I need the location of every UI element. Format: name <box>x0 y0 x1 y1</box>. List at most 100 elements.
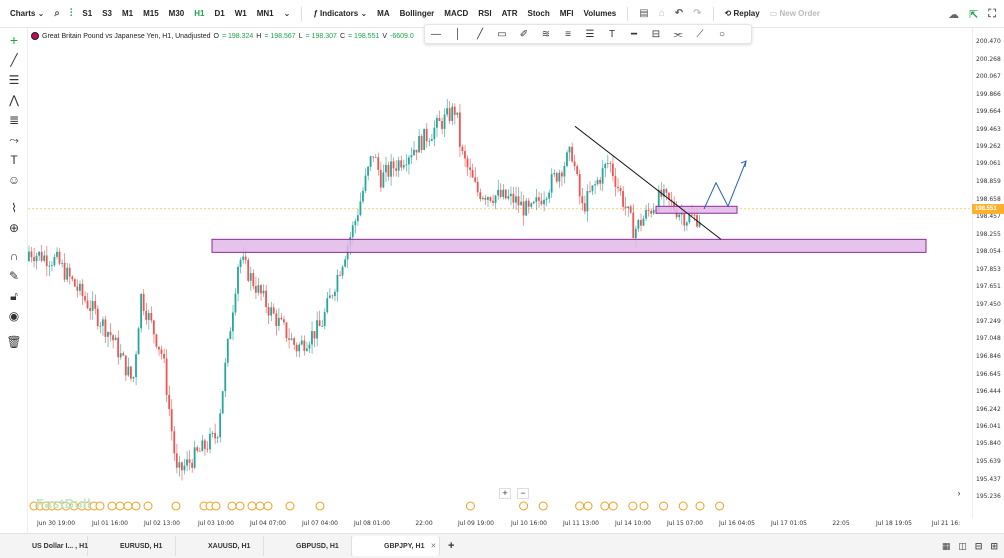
trendline-tool-icon[interactable]: ╱ <box>10 53 18 67</box>
alert-icon[interactable]: ⌂ <box>658 8 665 19</box>
gann-icon[interactable]: ⊟ <box>651 28 661 40</box>
measure-tool-icon[interactable]: ⌇ <box>11 201 17 215</box>
candle-body <box>504 189 507 199</box>
horizontal-line-icon[interactable]: — <box>431 28 441 40</box>
watermark-logo: FastBull <box>36 496 92 511</box>
eye-icon[interactable]: ◉ <box>8 309 20 323</box>
indicator-volumes[interactable]: Volumes <box>583 9 617 18</box>
candle-body <box>209 433 211 450</box>
volume-label: V <box>382 32 388 40</box>
chart-canvas[interactable] <box>28 28 972 518</box>
split-horizontal-icon[interactable]: ⊟ <box>974 541 983 551</box>
text-icon[interactable]: T <box>608 28 616 40</box>
split-vertical-icon[interactable]: ◫ <box>958 541 967 551</box>
time-axis[interactable]: Jun 30 19:00 Jul 01 16:00 Jul 02 13:00 Jul … <box>28 518 972 532</box>
candle-body <box>469 167 471 170</box>
crosshair-icon[interactable]: + <box>9 32 19 48</box>
ray-icon[interactable]: │ <box>454 28 462 40</box>
price-chart[interactable] <box>28 28 972 533</box>
tab-eurusd[interactable]: EURUSD, H1 <box>88 536 176 556</box>
tab-gbpusd[interactable]: GBPUSD, H1 <box>264 536 352 556</box>
indicator-ma[interactable]: MA <box>377 9 390 18</box>
fullscreen-icon[interactable]: ⛶ <box>988 7 996 20</box>
timeframe-h1[interactable]: H1 <box>194 9 205 18</box>
candle-body <box>267 307 270 316</box>
chart-type-icon[interactable]: ⫶ <box>69 8 73 19</box>
indicator-bollinger[interactable]: Bollinger <box>399 9 435 18</box>
search-icon[interactable]: ⌕ <box>54 8 60 19</box>
timeframe-more[interactable]: ⌄ <box>283 9 291 18</box>
add-tab-button[interactable]: + <box>448 540 455 552</box>
timeframe-m30[interactable]: M30 <box>168 9 185 18</box>
tab-xauusd[interactable]: XAUUSD, H1 <box>176 536 264 556</box>
timeframe-d1[interactable]: D1 <box>214 9 225 18</box>
brush-icon[interactable]: ✐ <box>519 28 529 40</box>
channel-icon[interactable]: ≋ <box>541 28 551 40</box>
candle-body <box>89 308 91 311</box>
pattern-tool-icon[interactable]: ⋀ <box>9 93 19 107</box>
indicator-mfi[interactable]: MFI <box>559 9 574 18</box>
indicator-rsi[interactable]: RSI <box>478 9 492 18</box>
pitchfork-icon[interactable]: ⫘ <box>673 28 683 40</box>
price-tick-label: 198.658 <box>976 195 1001 203</box>
timeframe-m15[interactable]: M15 <box>143 9 159 18</box>
layout-grid-icon[interactable]: ▦ <box>941 541 951 551</box>
charts-menu[interactable]: Charts ⌄ <box>10 9 45 18</box>
timeframe-s1[interactable]: S1 <box>82 9 93 18</box>
tabs-right-controls: ▦ ◫ ⊟ ⊞ <box>942 534 998 558</box>
indicators-button[interactable]: ƒ Indicators ⌄ <box>313 9 368 18</box>
candle-body <box>413 149 415 156</box>
lock-icon[interactable]: 🔓︎ <box>10 288 18 303</box>
zoom-out-button[interactable]: − <box>517 488 529 499</box>
new-order-button[interactable]: ▭ New Order <box>765 9 825 18</box>
candle-body <box>619 188 622 192</box>
replay-button[interactable]: ⟲ Replay <box>720 9 765 18</box>
timeframe-m1[interactable]: M1 <box>121 9 134 18</box>
fib-retracement-icon[interactable]: ≡ <box>565 28 571 40</box>
line-icon[interactable]: ╱ <box>476 28 484 40</box>
fib-extension-icon[interactable]: ☰ <box>585 28 595 40</box>
export-icon[interactable]: ⇱ <box>969 8 979 21</box>
rectangle-icon[interactable]: ▭ <box>497 28 507 40</box>
timeframe-mn1[interactable]: MN1 <box>256 9 274 18</box>
scroll-to-latest-icon[interactable]: › <box>957 488 961 498</box>
undo-icon[interactable]: ↶ <box>674 8 684 19</box>
price-line-icon[interactable]: ━ <box>630 28 638 40</box>
candle-body <box>433 127 436 140</box>
path-icon[interactable]: ⟋ <box>696 28 704 40</box>
circle-icon[interactable]: ○ <box>718 28 726 40</box>
horizontal-lines-icon[interactable]: ☰ <box>8 73 20 87</box>
magnet-icon[interactable]: ∩ <box>9 249 19 263</box>
timeframe-w1[interactable]: W1 <box>234 9 247 18</box>
zoom-in-icon[interactable]: ⊕ <box>8 221 20 235</box>
zoom-in-button[interactable]: + <box>499 488 511 499</box>
close-tab-icon[interactable]: ✕ <box>430 543 437 550</box>
candle-body <box>122 353 125 356</box>
layout-icon[interactable]: ▤ <box>639 8 649 19</box>
candle-body <box>295 344 298 352</box>
candle-body <box>91 301 94 311</box>
path-tool-icon[interactable]: ⤳ <box>9 132 19 147</box>
emoji-tool-icon[interactable]: ☺ <box>7 173 21 187</box>
tab-us-dollar-index[interactable]: US Dollar I... , H1 <box>0 536 88 556</box>
indicator-macd[interactable]: MACD <box>444 9 469 18</box>
brush-icon[interactable]: ✎ <box>8 269 20 283</box>
price-axis[interactable]: 200.470 200.268 200.067 199.866 199.664 199.4… <box>972 28 1004 518</box>
candle-body <box>356 215 359 222</box>
quad-layout-icon[interactable]: ⊞ <box>990 541 998 551</box>
candle-body <box>647 209 650 211</box>
tab-gbpjpy[interactable]: GBPJPY, H1 ✕ <box>352 536 440 556</box>
trash-icon[interactable]: 🗑︎ <box>6 335 22 349</box>
indicator-stoch[interactable]: Stoch <box>527 9 550 18</box>
redo-icon[interactable]: ↷ <box>693 8 702 19</box>
text-tool-icon[interactable]: T <box>10 153 18 167</box>
candle-body <box>622 191 624 207</box>
tab-label: XAUUSD, H1 <box>208 542 251 550</box>
economic-event-marker <box>227 501 237 511</box>
indicator-atr[interactable]: ATR <box>501 9 518 18</box>
fibonacci-tool-icon[interactable]: ≣ <box>8 113 20 127</box>
timeframe-s3[interactable]: S3 <box>102 9 112 18</box>
replay-label: Replay <box>733 9 760 18</box>
cloud-icon[interactable]: ☁ <box>948 8 960 21</box>
candle-body <box>405 164 408 166</box>
